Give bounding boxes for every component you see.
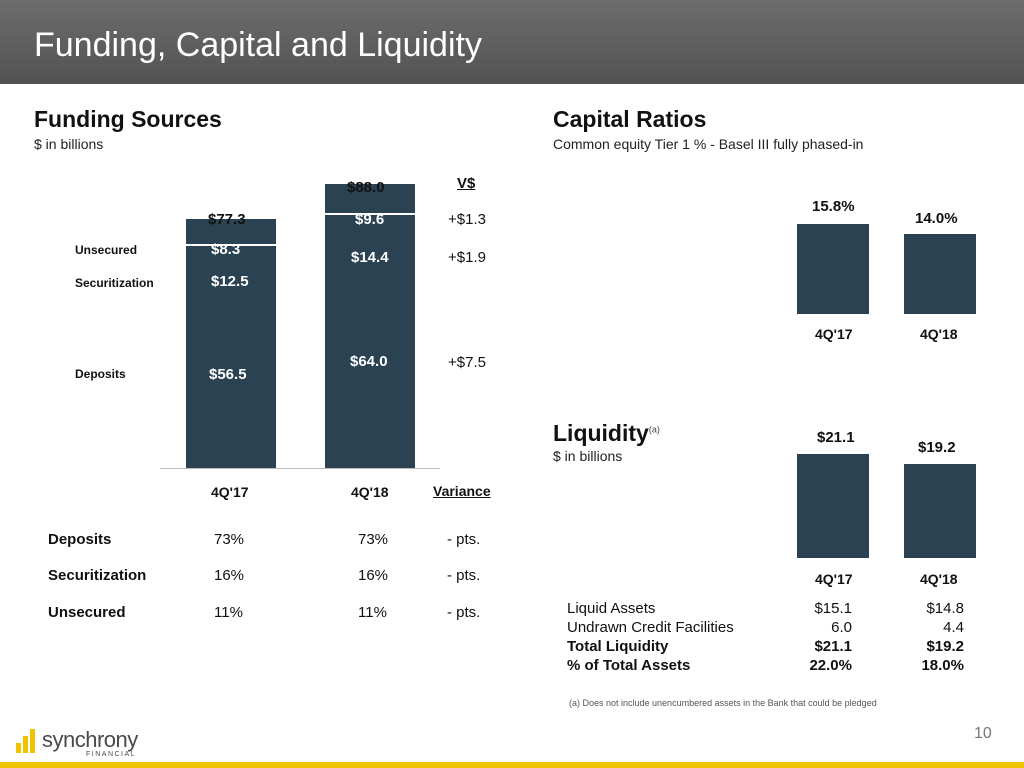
- funding-bar-deposits-4q18: [325, 260, 415, 468]
- mix-row-label: Deposits: [48, 531, 112, 548]
- segment-label-unsecured: Unsecured: [75, 243, 138, 257]
- variance-deposits: +$7.5: [448, 354, 486, 371]
- funding-bar-unsecured-4q17: [186, 216, 276, 244]
- funding-bar-securitization-4q17: [186, 243, 276, 285]
- mix-row-value-4q17: 16%: [214, 567, 245, 584]
- bar-label-securitization-4q18: $14.4: [351, 249, 389, 266]
- page-title: Funding, Capital and Liquidity: [34, 26, 482, 64]
- bar-label-securitization-4q17: $12.5: [211, 273, 249, 290]
- capital-value-4q18: 14.0%: [915, 210, 958, 227]
- mix-row-value-4q18: 73%: [358, 531, 389, 548]
- variance-column-header: Variance: [433, 483, 491, 499]
- segment-label-securitization: Securitization: [75, 276, 154, 290]
- mix-row-value-4q18: 16%: [358, 567, 389, 584]
- funding-bar-deposits-4q17: [186, 284, 276, 468]
- title-bar: [0, 0, 1024, 84]
- bar-label-deposits-4q17: $56.5: [209, 366, 247, 383]
- footer-accent-bar: [0, 762, 1024, 768]
- funding-total-4q18: $88.0: [347, 179, 385, 196]
- funding-subtitle: $ in billions: [34, 136, 104, 152]
- mix-row-label: Unsecured: [48, 604, 126, 621]
- liquidity-heading-text: Liquidity: [553, 420, 649, 446]
- capital-tick-4q18: 4Q'18: [920, 326, 958, 342]
- capital-bar-4q17: [797, 223, 869, 314]
- mix-row-value-4q17: 11%: [214, 604, 243, 621]
- liquidity-footnote-marker: (a): [648, 424, 660, 435]
- liquidity-heading: Liquidity(a): [553, 420, 660, 447]
- mix-row-label: Securitization: [48, 567, 147, 584]
- mix-row-variance: - pts.: [447, 531, 481, 548]
- funding-bar-securitization-4q18: [325, 213, 415, 260]
- liquidity-tick-4q18: 4Q'18: [920, 571, 958, 587]
- liquidity-row-value-4q17: $21.1: [814, 638, 852, 655]
- liquidity-row-label: % of Total Assets: [567, 657, 691, 674]
- liquidity-row-label: Total Liquidity: [567, 638, 669, 655]
- bar-label-unsecured-4q17: $8.3: [211, 241, 241, 258]
- funding-bar-unsecured-4q18: [325, 182, 415, 214]
- capital-subtitle: Common equity Tier 1 % - Basel III fully…: [553, 136, 864, 152]
- variance-securitization: +$1.9: [448, 249, 486, 266]
- segment-label-deposits: Deposits: [75, 367, 126, 381]
- mix-row-variance: - pts.: [447, 567, 481, 584]
- bar-label-unsecured-4q18: $9.6: [355, 211, 385, 228]
- variance-unsecured: +$1.3: [448, 211, 486, 228]
- logo-subtitle: FINANCIAL: [86, 751, 137, 758]
- funding-baseline: [160, 468, 440, 469]
- liquidity-bar-4q18: [904, 463, 976, 558]
- mix-row-variance: - pts.: [447, 604, 481, 621]
- mix-row-value-4q18: 11%: [358, 604, 387, 621]
- liquidity-value-4q18: $19.2: [918, 439, 956, 456]
- liquidity-row-value-4q17: 6.0: [831, 619, 852, 636]
- liquidity-row-value-4q18: $19.2: [926, 638, 964, 655]
- bar-label-deposits-4q18: $64.0: [350, 353, 388, 370]
- capital-bar-4q18: [904, 234, 976, 314]
- capital-value-4q17: 15.8%: [812, 198, 855, 215]
- liquidity-row-value-4q18: $14.8: [926, 600, 964, 617]
- liquidity-row-value-4q17: 22.0%: [809, 657, 852, 674]
- page-number: 10: [974, 725, 992, 742]
- logo-wordmark: synchrony: [42, 727, 138, 752]
- liquidity-tick-4q17: 4Q'17: [815, 571, 853, 587]
- mix-row-value-4q17: 73%: [214, 531, 245, 548]
- liquidity-row-label: Undrawn Credit Facilities: [567, 619, 734, 636]
- funding-total-4q17: $77.3: [208, 211, 246, 228]
- funding-tick-4q17: 4Q'17: [211, 484, 249, 500]
- liquidity-row-label: Liquid Assets: [567, 600, 656, 617]
- variance-header: V$: [457, 175, 476, 192]
- funding-heading: Funding Sources: [34, 106, 222, 132]
- liquidity-value-4q17: $21.1: [817, 429, 855, 446]
- liquidity-row-value-4q18: 4.4: [943, 619, 964, 636]
- funding-tick-4q18: 4Q'18: [351, 484, 389, 500]
- capital-tick-4q17: 4Q'17: [815, 326, 853, 342]
- liquidity-bar-4q17: [797, 454, 869, 558]
- liquidity-row-value-4q17: $15.1: [814, 600, 852, 617]
- synchrony-logo-icon: [16, 727, 38, 755]
- liquidity-row-value-4q18: 18.0%: [921, 657, 964, 674]
- liquidity-subtitle: $ in billions: [553, 448, 623, 464]
- footnote: (a) Does not include unencumbered assets…: [569, 698, 877, 708]
- capital-heading: Capital Ratios: [553, 106, 707, 132]
